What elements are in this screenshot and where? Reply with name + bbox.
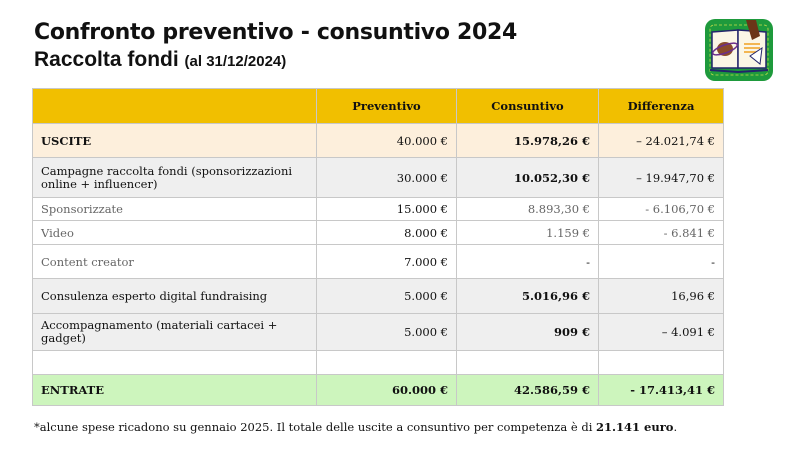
consuntivo-value: 8.893,30 € [456, 197, 599, 221]
table-row-accompagnamento: Accompagnamento (materiali cartacei + ga… [32, 313, 724, 351]
column-header-consuntivo: Consuntivo [456, 88, 599, 124]
differenza-value: - [598, 244, 724, 279]
consuntivo-value [456, 350, 599, 375]
preventivo-value: 7.000 € [316, 244, 457, 279]
row-label: Content creator [32, 244, 317, 279]
preventivo-value: 5.000 € [316, 278, 457, 314]
footnote-end: . [673, 420, 678, 434]
consuntivo-value: 1.159 € [456, 220, 599, 245]
table-row-empty [32, 350, 724, 375]
differenza-value: - 17.413,41 € [598, 374, 724, 406]
preventivo-value: 40.000 € [316, 123, 457, 158]
differenza-value: - 6.106,70 € [598, 197, 724, 221]
row-label: Accompagnamento (materiali cartacei + ga… [32, 313, 317, 351]
differenza-value [598, 350, 724, 375]
row-label: USCITE [32, 123, 317, 158]
table-row-uscite: USCITE 40.000 € 15.978,26 € – 24.021,74 … [32, 123, 724, 158]
differenza-value: – 4.091 € [598, 313, 724, 351]
table-header-row: Preventivo Consuntivo Differenza [32, 88, 724, 124]
table-row-consulenza: Consulenza esperto digital fundraising 5… [32, 278, 724, 314]
row-label: Campagne raccolta fondi (sponsorizzazion… [32, 157, 317, 198]
consuntivo-value: 5.016,96 € [456, 278, 599, 314]
preventivo-value: 8.000 € [316, 220, 457, 245]
preventivo-value [316, 350, 457, 375]
table-row-video: Video 8.000 € 1.159 € - 6.841 € [32, 220, 724, 245]
page-subtitle: Raccolta fondi (al 31/12/2024) [34, 48, 286, 72]
differenza-value: 16,96 € [598, 278, 724, 314]
footnote-text: *alcune spese ricadono su gennaio 2025. … [34, 420, 597, 434]
consuntivo-value: 10.052,30 € [456, 157, 599, 198]
row-label [32, 350, 317, 375]
table-row-campagne: Campagne raccolta fondi (sponsorizzazion… [32, 157, 724, 198]
differenza-value: - 6.841 € [598, 220, 724, 245]
column-header-label [32, 88, 317, 124]
differenza-value: – 19.947,70 € [598, 157, 724, 198]
differenza-value: – 24.021,74 € [598, 123, 724, 158]
preventivo-value: 5.000 € [316, 313, 457, 351]
consuntivo-value: 15.978,26 € [456, 123, 599, 158]
row-label: Sponsorizzate [32, 197, 317, 221]
book-planet-logo-icon [704, 18, 774, 82]
preventivo-value: 60.000 € [316, 374, 457, 406]
budget-comparison-table: Preventivo Consuntivo Differenza USCITE … [32, 88, 724, 406]
row-label: Consulenza esperto digital fundraising [32, 278, 317, 314]
column-header-preventivo: Preventivo [316, 88, 457, 124]
preventivo-value: 15.000 € [316, 197, 457, 221]
footnote: *alcune spese ricadono su gennaio 2025. … [34, 420, 677, 434]
subtitle-text: Raccolta fondi [34, 48, 179, 71]
table-row-sponsorizzate: Sponsorizzate 15.000 € 8.893,30 € - 6.10… [32, 197, 724, 221]
row-label: ENTRATE [32, 374, 317, 406]
consuntivo-value: 42.586,59 € [456, 374, 599, 406]
page-title: Confronto preventivo - consuntivo 2024 [34, 20, 518, 45]
consuntivo-value: 909 € [456, 313, 599, 351]
footnote-highlight: 21.141 euro [596, 420, 674, 434]
column-header-differenza: Differenza [598, 88, 724, 124]
preventivo-value: 30.000 € [316, 157, 457, 198]
row-label: Video [32, 220, 317, 245]
consuntivo-value: - [456, 244, 599, 279]
table-row-content-creator: Content creator 7.000 € - - [32, 244, 724, 279]
table-row-entrate: ENTRATE 60.000 € 42.586,59 € - 17.413,41… [32, 374, 724, 406]
subtitle-date: (al 31/12/2024) [184, 53, 287, 70]
